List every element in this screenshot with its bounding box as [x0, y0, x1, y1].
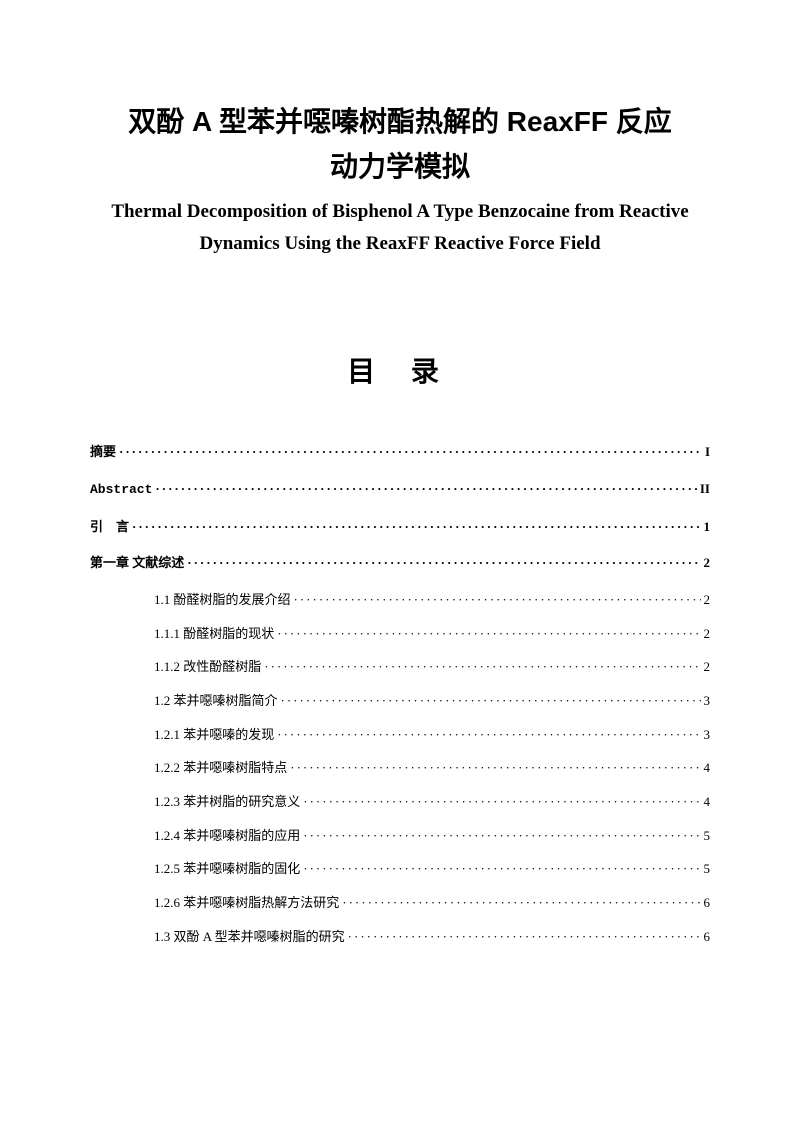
toc-label: 引 言 [90, 515, 129, 540]
toc-page-number: 4 [704, 756, 711, 781]
toc-row: 1.2.3 苯并树脂的研究意义 4 [90, 790, 710, 815]
toc-page-number: 1 [704, 515, 711, 540]
toc-label: 1.2.2 苯并噁嗪树脂特点 [154, 756, 287, 781]
toc-leader-dots [342, 891, 700, 916]
toc-leader-dots [303, 790, 700, 815]
toc-label: 1.2.3 苯并树脂的研究意义 [154, 790, 300, 815]
toc-row: 1.2.2 苯并噁嗪树脂特点 4 [90, 756, 710, 781]
table-of-contents: 摘要 I Abstract II 引 言 1 第一章 文献综述 2 1.1 酚醛树脂的发展介绍 2… [90, 440, 710, 949]
title-chinese: 双酚 A 型苯并噁嗪树酯热解的 ReaxFF 反应 动力学模拟 [90, 100, 710, 190]
title-cn-line1: 双酚 A 型苯并噁嗪树酯热解的 ReaxFF 反应 [90, 100, 710, 145]
toc-leader-dots [294, 588, 701, 613]
toc-row: 1.1 酚醛树脂的发展介绍 2 [90, 588, 710, 613]
toc-label: 1.1.1 酚醛树脂的现状 [154, 622, 274, 647]
toc-page-number: 2 [704, 622, 711, 647]
toc-page-number: II [700, 477, 710, 502]
toc-label: 1.2.5 苯并噁嗪树脂的固化 [154, 857, 300, 882]
toc-row: 1.3 双酚 A 型苯并噁嗪树脂的研究 6 [90, 925, 710, 950]
toc-page-number: 2 [704, 588, 711, 613]
toc-leader-dots [119, 440, 702, 465]
toc-leader-dots [264, 655, 700, 680]
toc-row: 1.2.6 苯并噁嗪树脂热解方法研究 6 [90, 891, 710, 916]
toc-page-number: 6 [704, 891, 711, 916]
toc-label: Abstract [90, 478, 152, 503]
toc-label: 1.2.4 苯并噁嗪树脂的应用 [154, 824, 300, 849]
toc-page-number: 6 [704, 925, 711, 950]
toc-page-number: 3 [704, 689, 711, 714]
toc-row: 摘要 I [90, 440, 710, 465]
toc-page-number: 3 [704, 723, 711, 748]
toc-label: 摘要 [90, 440, 116, 465]
toc-leader-dots [348, 925, 701, 950]
toc-label: 1.2.1 苯并噁嗪的发现 [154, 723, 274, 748]
toc-page-number: 2 [704, 551, 711, 576]
toc-row: 第一章 文献综述 2 [90, 551, 710, 576]
toc-label: 1.2.6 苯并噁嗪树脂热解方法研究 [154, 891, 339, 916]
toc-row: Abstract II [90, 477, 710, 503]
toc-page-number: I [705, 440, 710, 465]
toc-page-number: 5 [704, 857, 711, 882]
toc-label: 1.1 酚醛树脂的发展介绍 [154, 588, 291, 613]
toc-leader-dots [187, 551, 700, 576]
toc-label: 1.3 双酚 A 型苯并噁嗪树脂的研究 [154, 925, 345, 950]
toc-label: 第一章 文献综述 [90, 551, 184, 576]
toc-row: 1.2.5 苯并噁嗪树脂的固化 5 [90, 857, 710, 882]
toc-row: 1.1.1 酚醛树脂的现状 2 [90, 622, 710, 647]
toc-leader-dots [303, 824, 700, 849]
toc-leader-dots [132, 515, 700, 540]
toc-row: 1.2 苯并噁嗪树脂简介 3 [90, 689, 710, 714]
toc-page-number: 4 [704, 790, 711, 815]
toc-row: 1.2.1 苯并噁嗪的发现 3 [90, 723, 710, 748]
toc-page-number: 2 [704, 655, 711, 680]
toc-leader-dots [303, 857, 700, 882]
title-cn-line2: 动力学模拟 [90, 145, 710, 190]
title-english: Thermal Decomposition of Bisphenol A Typ… [90, 196, 710, 261]
toc-row: 1.2.4 苯并噁嗪树脂的应用 5 [90, 824, 710, 849]
toc-row: 引 言 1 [90, 515, 710, 540]
toc-leader-dots [155, 477, 696, 502]
toc-leader-dots [277, 723, 700, 748]
toc-leader-dots [290, 756, 700, 781]
toc-row: 1.1.2 改性酚醛树脂 2 [90, 655, 710, 680]
toc-leader-dots [281, 689, 701, 714]
toc-page-number: 5 [704, 824, 711, 849]
toc-heading: 目 录 [90, 350, 710, 390]
document-page: 双酚 A 型苯并噁嗪树酯热解的 ReaxFF 反应 动力学模拟 Thermal … [0, 0, 800, 1132]
toc-label: 1.2 苯并噁嗪树脂简介 [154, 689, 278, 714]
toc-label: 1.1.2 改性酚醛树脂 [154, 655, 261, 680]
toc-leader-dots [277, 622, 700, 647]
